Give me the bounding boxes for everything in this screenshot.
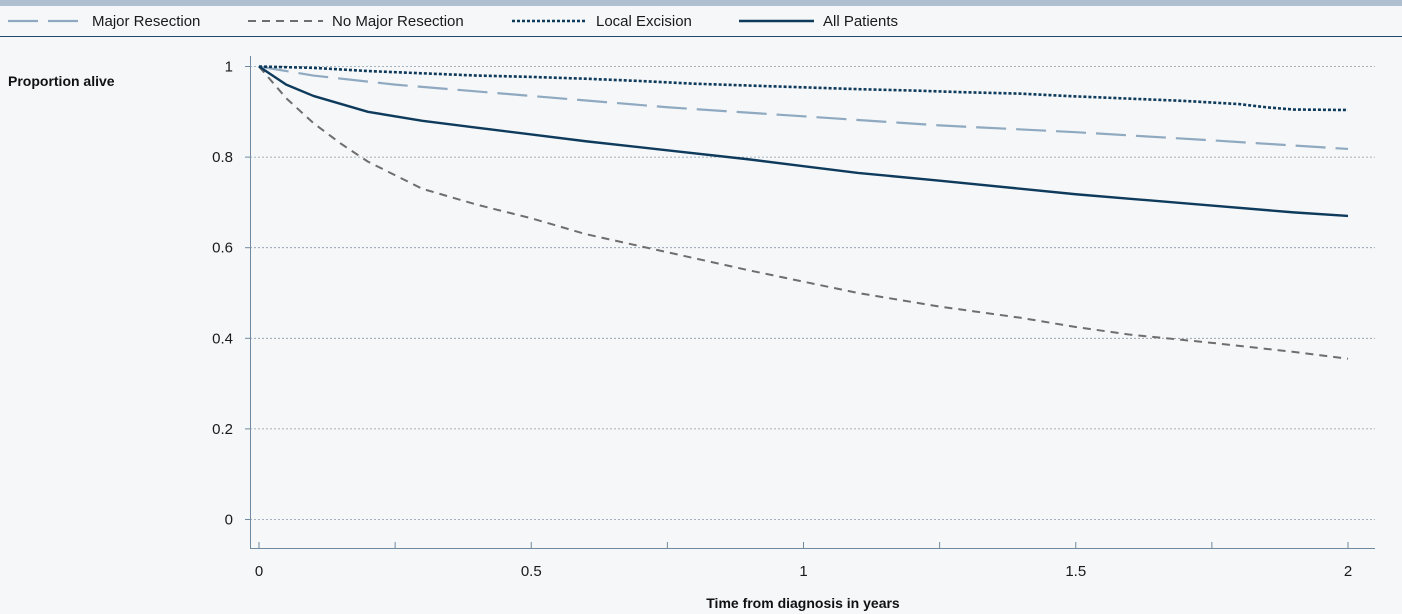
series-lines	[258, 65, 1349, 360]
legend-background	[0, 6, 1402, 36]
axes: 0 0.2 0.4 0.6 0.8 1 0 0.5 1 1.5 2	[212, 56, 1375, 580]
legend: Major Resection No Major Resection Local E…	[8, 13, 898, 30]
y-tick-label-4: 0.8	[212, 149, 233, 166]
legend-label-major-resection: Major Resection	[92, 13, 200, 30]
x-tick-label-1: 0.5	[521, 563, 542, 580]
series-line-all-patients	[258, 65, 1349, 218]
legend-label-all-patients: All Patients	[823, 13, 898, 30]
legend-label-local-excision: Local Excision	[596, 13, 692, 30]
y-tick-label-1: 0.2	[212, 421, 233, 438]
series-line-major-resection	[258, 65, 1349, 151]
x-tick-label-4: 2	[1344, 563, 1352, 580]
legend-top-bar	[0, 0, 1402, 6]
series-line-no-major-resection	[258, 65, 1349, 360]
y-tick-label-0: 0	[225, 512, 233, 529]
y-axis-label: Proportion alive	[8, 73, 115, 89]
x-tick-label-3: 1.5	[1065, 563, 1086, 580]
x-axis-label: Time from diagnosis in years	[706, 595, 900, 611]
y-tick-label-5: 1	[225, 59, 233, 76]
legend-label-no-major-resection: No Major Resection	[332, 13, 464, 30]
x-tick-label-2: 1	[799, 563, 807, 580]
grid-lines	[250, 66, 1375, 520]
y-tick-label-2: 0.4	[212, 330, 233, 347]
series-line-local-excision	[258, 65, 1349, 112]
x-tick-label-0: 0	[255, 563, 263, 580]
y-tick-label-3: 0.6	[212, 240, 233, 257]
